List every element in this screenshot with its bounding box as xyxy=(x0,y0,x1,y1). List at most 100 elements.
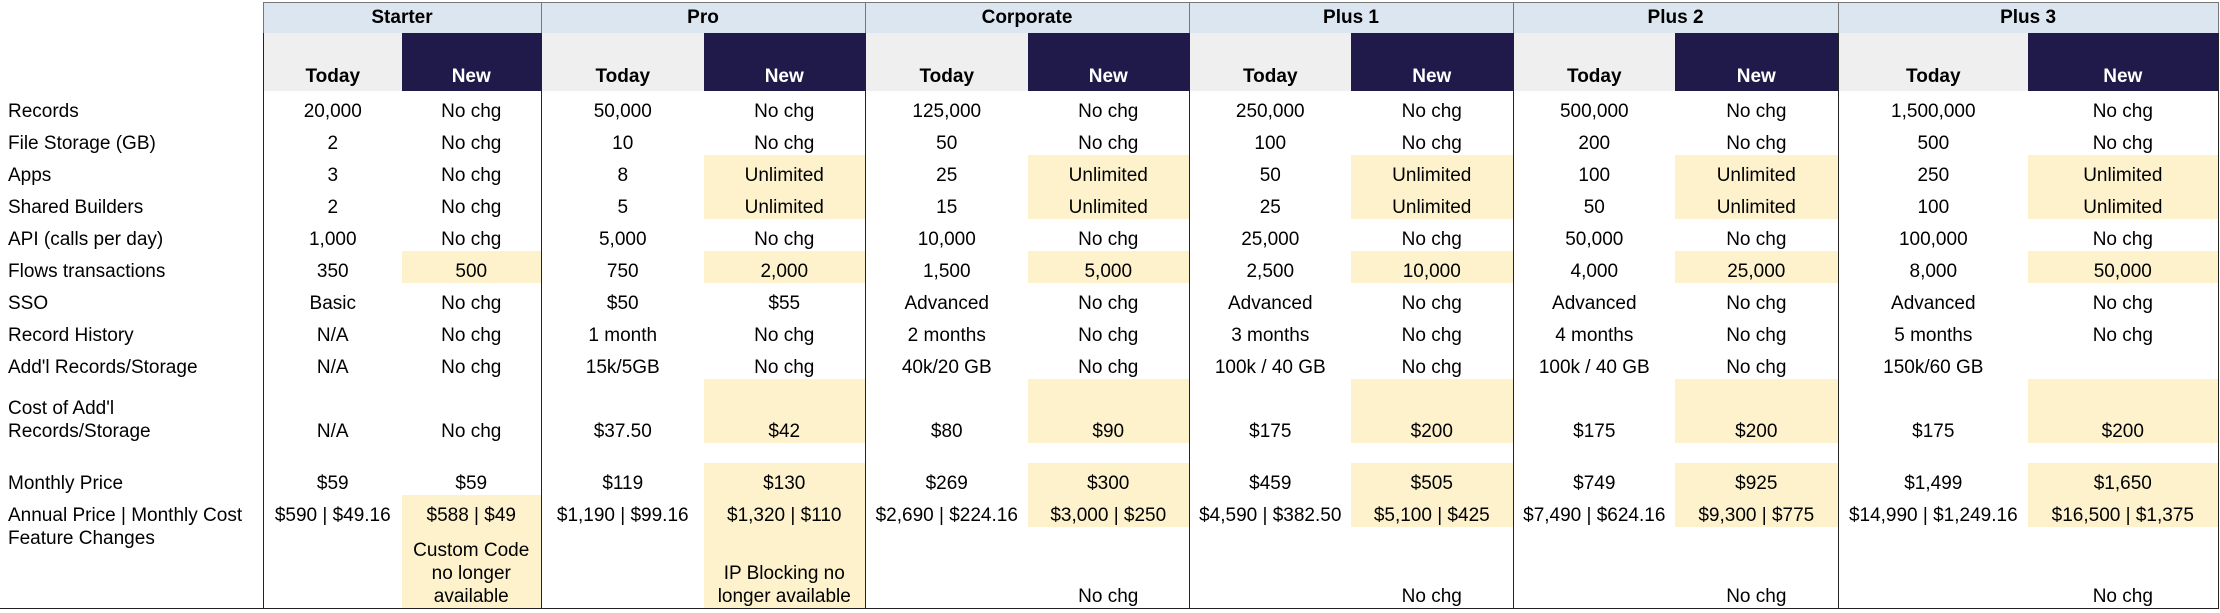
spacer-cell xyxy=(402,443,541,463)
today-cell: 100k / 40 GB xyxy=(1512,346,1676,379)
new-cell: 5,000 xyxy=(1028,250,1190,283)
new-cell: No chg xyxy=(2028,526,2219,609)
today-cell: 15k/5GB xyxy=(540,346,704,379)
new-cell: $1,320 | $110 xyxy=(704,494,865,527)
today-header: Today xyxy=(1837,32,2029,91)
today-cell: Advanced xyxy=(864,282,1028,315)
today-cell: 4 months xyxy=(1512,314,1676,347)
new-cell: $200 xyxy=(2028,378,2219,443)
today-header: Today xyxy=(864,32,1028,91)
new-cell: Custom Code no longer available xyxy=(402,526,541,609)
today-cell xyxy=(864,526,1028,609)
data-row: Apps 3 No chg 8 Unlimited 25 Unlimited 50 Unlimi… xyxy=(0,154,2219,187)
new-cell: No chg xyxy=(1726,228,1787,250)
row-label: Feature Changes xyxy=(0,526,263,609)
today-cell: N/A xyxy=(262,378,402,443)
today-cell: 100 xyxy=(1512,154,1676,187)
new-cell: $90 xyxy=(1028,378,1190,443)
new-header: New xyxy=(704,32,865,91)
today-cell: 100 xyxy=(1837,186,2029,219)
today-cell: 25 xyxy=(864,154,1028,187)
spacer-cell xyxy=(1188,442,1352,463)
header-row: Starter Pro Corporate Plus 1 Plus 2 Plus 3 xyxy=(0,2,2219,33)
today-cell: 100,000 xyxy=(1837,218,2029,251)
new-cell: No chg xyxy=(441,324,502,346)
row-label: Cost of Add'l Records/Storage xyxy=(8,397,151,442)
new-cell: No chg xyxy=(754,228,815,250)
today-cell: 250,000 xyxy=(1188,90,1352,123)
new-cell: $1,650 xyxy=(2028,462,2219,495)
spacer-cell xyxy=(2028,442,2219,463)
spacer-cell xyxy=(704,443,865,463)
tier-name: Plus 3 xyxy=(1837,2,2219,33)
today-cell: 10 xyxy=(540,122,704,155)
new-cell: $200 xyxy=(1675,378,1839,443)
today-cell: 5,000 xyxy=(540,218,704,251)
new-cell: Unlimited xyxy=(1675,154,1839,187)
data-row: Cost of Add'l Records/Storage N/A No chg $3… xyxy=(0,378,2219,443)
new-cell: $59 xyxy=(455,472,488,494)
today-cell: $80 xyxy=(864,378,1028,443)
today-cell: 5 xyxy=(540,186,704,219)
new-cell: $200 xyxy=(1351,378,1514,443)
new-cell: Unlimited xyxy=(1675,186,1839,219)
new-cell: $588 | $49 xyxy=(402,494,541,527)
new-cell: Unlimited xyxy=(2028,154,2219,187)
tier-name: Corporate xyxy=(864,2,1190,33)
subheader-row: Today New Today New Today New Today New Today New… xyxy=(0,32,2219,91)
new-header: New xyxy=(1351,32,1514,91)
today-cell: 200 xyxy=(1512,122,1676,155)
new-cell: No chg xyxy=(1078,228,1139,250)
new-cell: No chg xyxy=(441,164,502,186)
new-cell: No chg xyxy=(1401,356,1462,378)
new-cell: No chg xyxy=(441,228,502,250)
today-cell: 1 month xyxy=(540,314,704,347)
new-cell: No chg xyxy=(1401,292,1462,314)
new-cell: No chg xyxy=(2028,122,2219,155)
new-cell: No chg xyxy=(441,420,502,442)
today-cell: 50 xyxy=(1512,186,1676,219)
row-label: Record History xyxy=(8,324,134,346)
new-cell: No chg xyxy=(2028,314,2219,347)
today-cell: 100 xyxy=(1188,122,1352,155)
new-cell: No chg xyxy=(1401,324,1462,346)
today-cell: 125,000 xyxy=(864,90,1028,123)
today-cell: Advanced xyxy=(1837,282,2029,315)
data-row: Feature Changes Custom Code no longer ava… xyxy=(0,526,2219,609)
new-cell: No chg xyxy=(1726,100,1787,122)
new-cell: $55 xyxy=(768,292,801,314)
today-cell: $1,499 xyxy=(1837,462,2029,495)
new-header: New xyxy=(1675,32,1839,91)
new-cell: $505 xyxy=(1351,462,1514,495)
new-cell: No chg xyxy=(754,324,815,346)
new-cell: No chg xyxy=(1726,356,1787,378)
data-row: Add'l Records/Storage N/A No chg 15k/5GB No … xyxy=(0,346,2219,379)
today-cell: 15 xyxy=(864,186,1028,219)
new-cell: Unlimited xyxy=(1351,154,1514,187)
today-cell xyxy=(540,526,704,609)
row-label: SSO xyxy=(8,292,49,314)
new-header: New xyxy=(1028,32,1190,91)
today-cell: 25,000 xyxy=(1188,218,1352,251)
today-cell: $1,190 | $99.16 xyxy=(540,494,704,527)
new-cell: 50,000 xyxy=(2028,250,2219,283)
new-cell xyxy=(2028,346,2219,379)
today-cell: 25 xyxy=(1188,186,1352,219)
new-cell: Unlimited xyxy=(704,186,865,219)
new-cell: No chg xyxy=(754,132,815,154)
today-cell: 2 xyxy=(262,186,402,219)
new-cell: No chg xyxy=(2028,218,2219,251)
new-cell: No chg xyxy=(1726,324,1787,346)
today-cell xyxy=(1837,526,2029,609)
new-cell: No chg xyxy=(1078,100,1139,122)
new-cell: Unlimited xyxy=(2028,186,2219,219)
new-cell: 500 xyxy=(402,250,541,283)
new-cell: No chg xyxy=(1401,100,1462,122)
today-cell: 1,500,000 xyxy=(1837,90,2029,123)
tier-name: Starter xyxy=(262,2,542,33)
today-cell: 50,000 xyxy=(1512,218,1676,251)
spacer-cell xyxy=(262,442,402,463)
data-row: Record History N/A No chg 1 month No chg 2 mo… xyxy=(0,314,2219,347)
new-cell: No chg xyxy=(1078,292,1139,314)
data-row: Flows transactions 350 500 750 2,000 1,500 5,0… xyxy=(0,250,2219,283)
